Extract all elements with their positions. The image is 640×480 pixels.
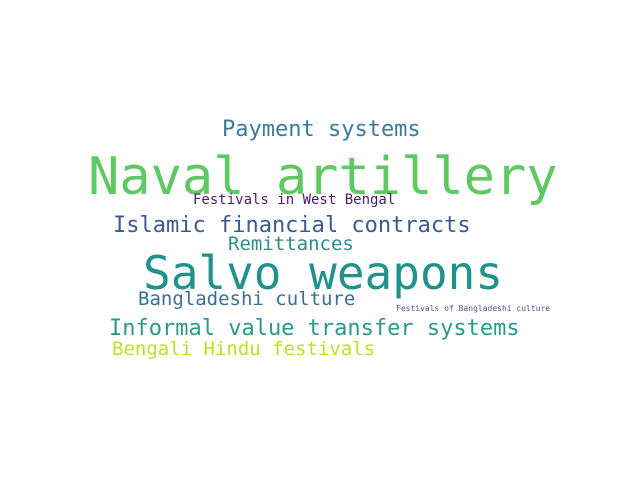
- word-salvo-weapons: Salvo weapons: [143, 246, 504, 300]
- word-bangladeshi-culture: Bangladeshi culture: [138, 288, 356, 310]
- word-payment-systems: Payment systems: [222, 117, 421, 142]
- word-festivals-in-west-bengal: Festivals in West Bengal: [193, 192, 396, 208]
- word-remittances: Remittances: [228, 233, 354, 255]
- word-islamic-financial-contracts: Islamic financial contracts: [113, 213, 471, 238]
- word-festivals-of-bangladeshi-culture: Festivals of Bangladeshi culture: [396, 304, 551, 313]
- word-bengali-hindu-festivals: Bengali Hindu festivals: [112, 338, 376, 360]
- word-naval-artillery: Naval artillery: [88, 147, 558, 207]
- word-informal-value-transfer-systems: Informal value transfer systems: [109, 316, 520, 341]
